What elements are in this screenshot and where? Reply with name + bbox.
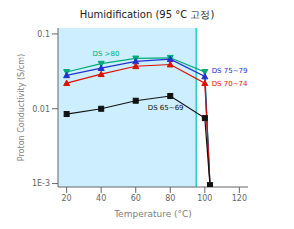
svg-text:DS 70~74: DS 70~74 bbox=[212, 80, 248, 88]
svg-text:1E-3: 1E-3 bbox=[32, 179, 50, 188]
html-text:Humidification (95 °C 고정): Humidification (95 °C 고정) bbox=[79, 9, 215, 20]
svg-text:0.01: 0.01 bbox=[32, 105, 50, 114]
svg-text:100: 100 bbox=[197, 194, 212, 203]
svg-text:20: 20 bbox=[62, 194, 72, 203]
svg-text:DS 65~69: DS 65~69 bbox=[148, 104, 184, 112]
svg-text:Proton Conductivity (S/cm): Proton Conductivity (S/cm) bbox=[17, 54, 26, 161]
svg-text:DS 75~79: DS 75~79 bbox=[212, 67, 248, 75]
svg-text:0.1: 0.1 bbox=[37, 30, 50, 39]
svg-text:60: 60 bbox=[131, 194, 141, 203]
svg-text:Temperature (°C): Temperature (°C) bbox=[113, 209, 192, 219]
svg-text:40: 40 bbox=[96, 194, 106, 203]
svg-text:80: 80 bbox=[165, 194, 175, 203]
svg-text:DS >80: DS >80 bbox=[93, 50, 120, 58]
svg-text:120: 120 bbox=[232, 194, 247, 203]
